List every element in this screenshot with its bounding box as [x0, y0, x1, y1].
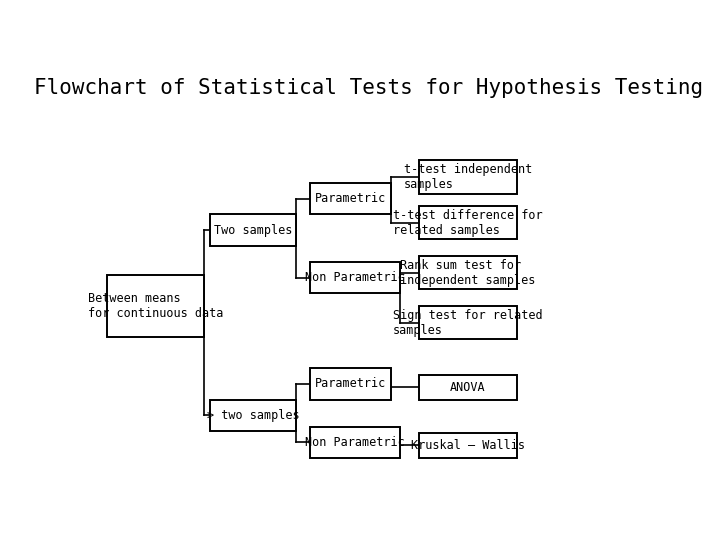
- FancyBboxPatch shape: [419, 375, 517, 400]
- FancyBboxPatch shape: [310, 262, 400, 294]
- FancyBboxPatch shape: [210, 400, 297, 431]
- Text: Parametric: Parametric: [315, 192, 387, 205]
- Text: Between means
for continuous data: Between means for continuous data: [88, 292, 223, 320]
- FancyBboxPatch shape: [419, 306, 517, 339]
- Text: Non Parametric: Non Parametric: [305, 436, 405, 449]
- FancyBboxPatch shape: [310, 368, 392, 400]
- Text: t-test independent
samples: t-test independent samples: [404, 163, 532, 191]
- Text: Two samples: Two samples: [214, 224, 292, 237]
- FancyBboxPatch shape: [419, 256, 517, 289]
- Text: > two samples: > two samples: [207, 409, 300, 422]
- Text: Non Parametric: Non Parametric: [305, 272, 405, 285]
- Text: Rank sum test for
independent samples: Rank sum test for independent samples: [400, 259, 536, 287]
- FancyBboxPatch shape: [419, 433, 517, 458]
- Text: ANOVA: ANOVA: [450, 381, 486, 394]
- FancyBboxPatch shape: [310, 183, 392, 214]
- Text: Kruskal – Wallis: Kruskal – Wallis: [411, 439, 525, 452]
- FancyBboxPatch shape: [107, 275, 204, 337]
- FancyBboxPatch shape: [210, 214, 297, 246]
- Text: Parametric: Parametric: [315, 377, 387, 390]
- Text: Flowchart of Statistical Tests for Hypothesis Testing: Flowchart of Statistical Tests for Hypot…: [35, 78, 703, 98]
- FancyBboxPatch shape: [310, 427, 400, 458]
- Text: Sign test for related
samples: Sign test for related samples: [393, 308, 543, 336]
- Text: t-test difference for
related samples: t-test difference for related samples: [393, 209, 543, 237]
- FancyBboxPatch shape: [419, 206, 517, 239]
- FancyBboxPatch shape: [419, 160, 517, 194]
